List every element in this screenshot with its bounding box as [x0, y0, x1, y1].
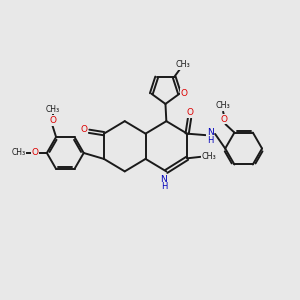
Text: CH₃: CH₃	[176, 60, 191, 69]
Text: CH₃: CH₃	[202, 152, 216, 161]
Text: O: O	[80, 125, 87, 134]
Text: CH₃: CH₃	[216, 101, 230, 110]
Text: O: O	[32, 148, 38, 158]
Text: H: H	[161, 182, 167, 191]
Text: N: N	[207, 128, 214, 137]
Text: O: O	[50, 116, 57, 125]
Text: N: N	[160, 175, 167, 184]
Text: H: H	[207, 136, 214, 145]
Text: CH₃: CH₃	[11, 148, 26, 158]
Text: O: O	[180, 89, 187, 98]
Text: O: O	[221, 115, 228, 124]
Text: CH₃: CH₃	[46, 105, 60, 114]
Text: O: O	[186, 108, 193, 117]
